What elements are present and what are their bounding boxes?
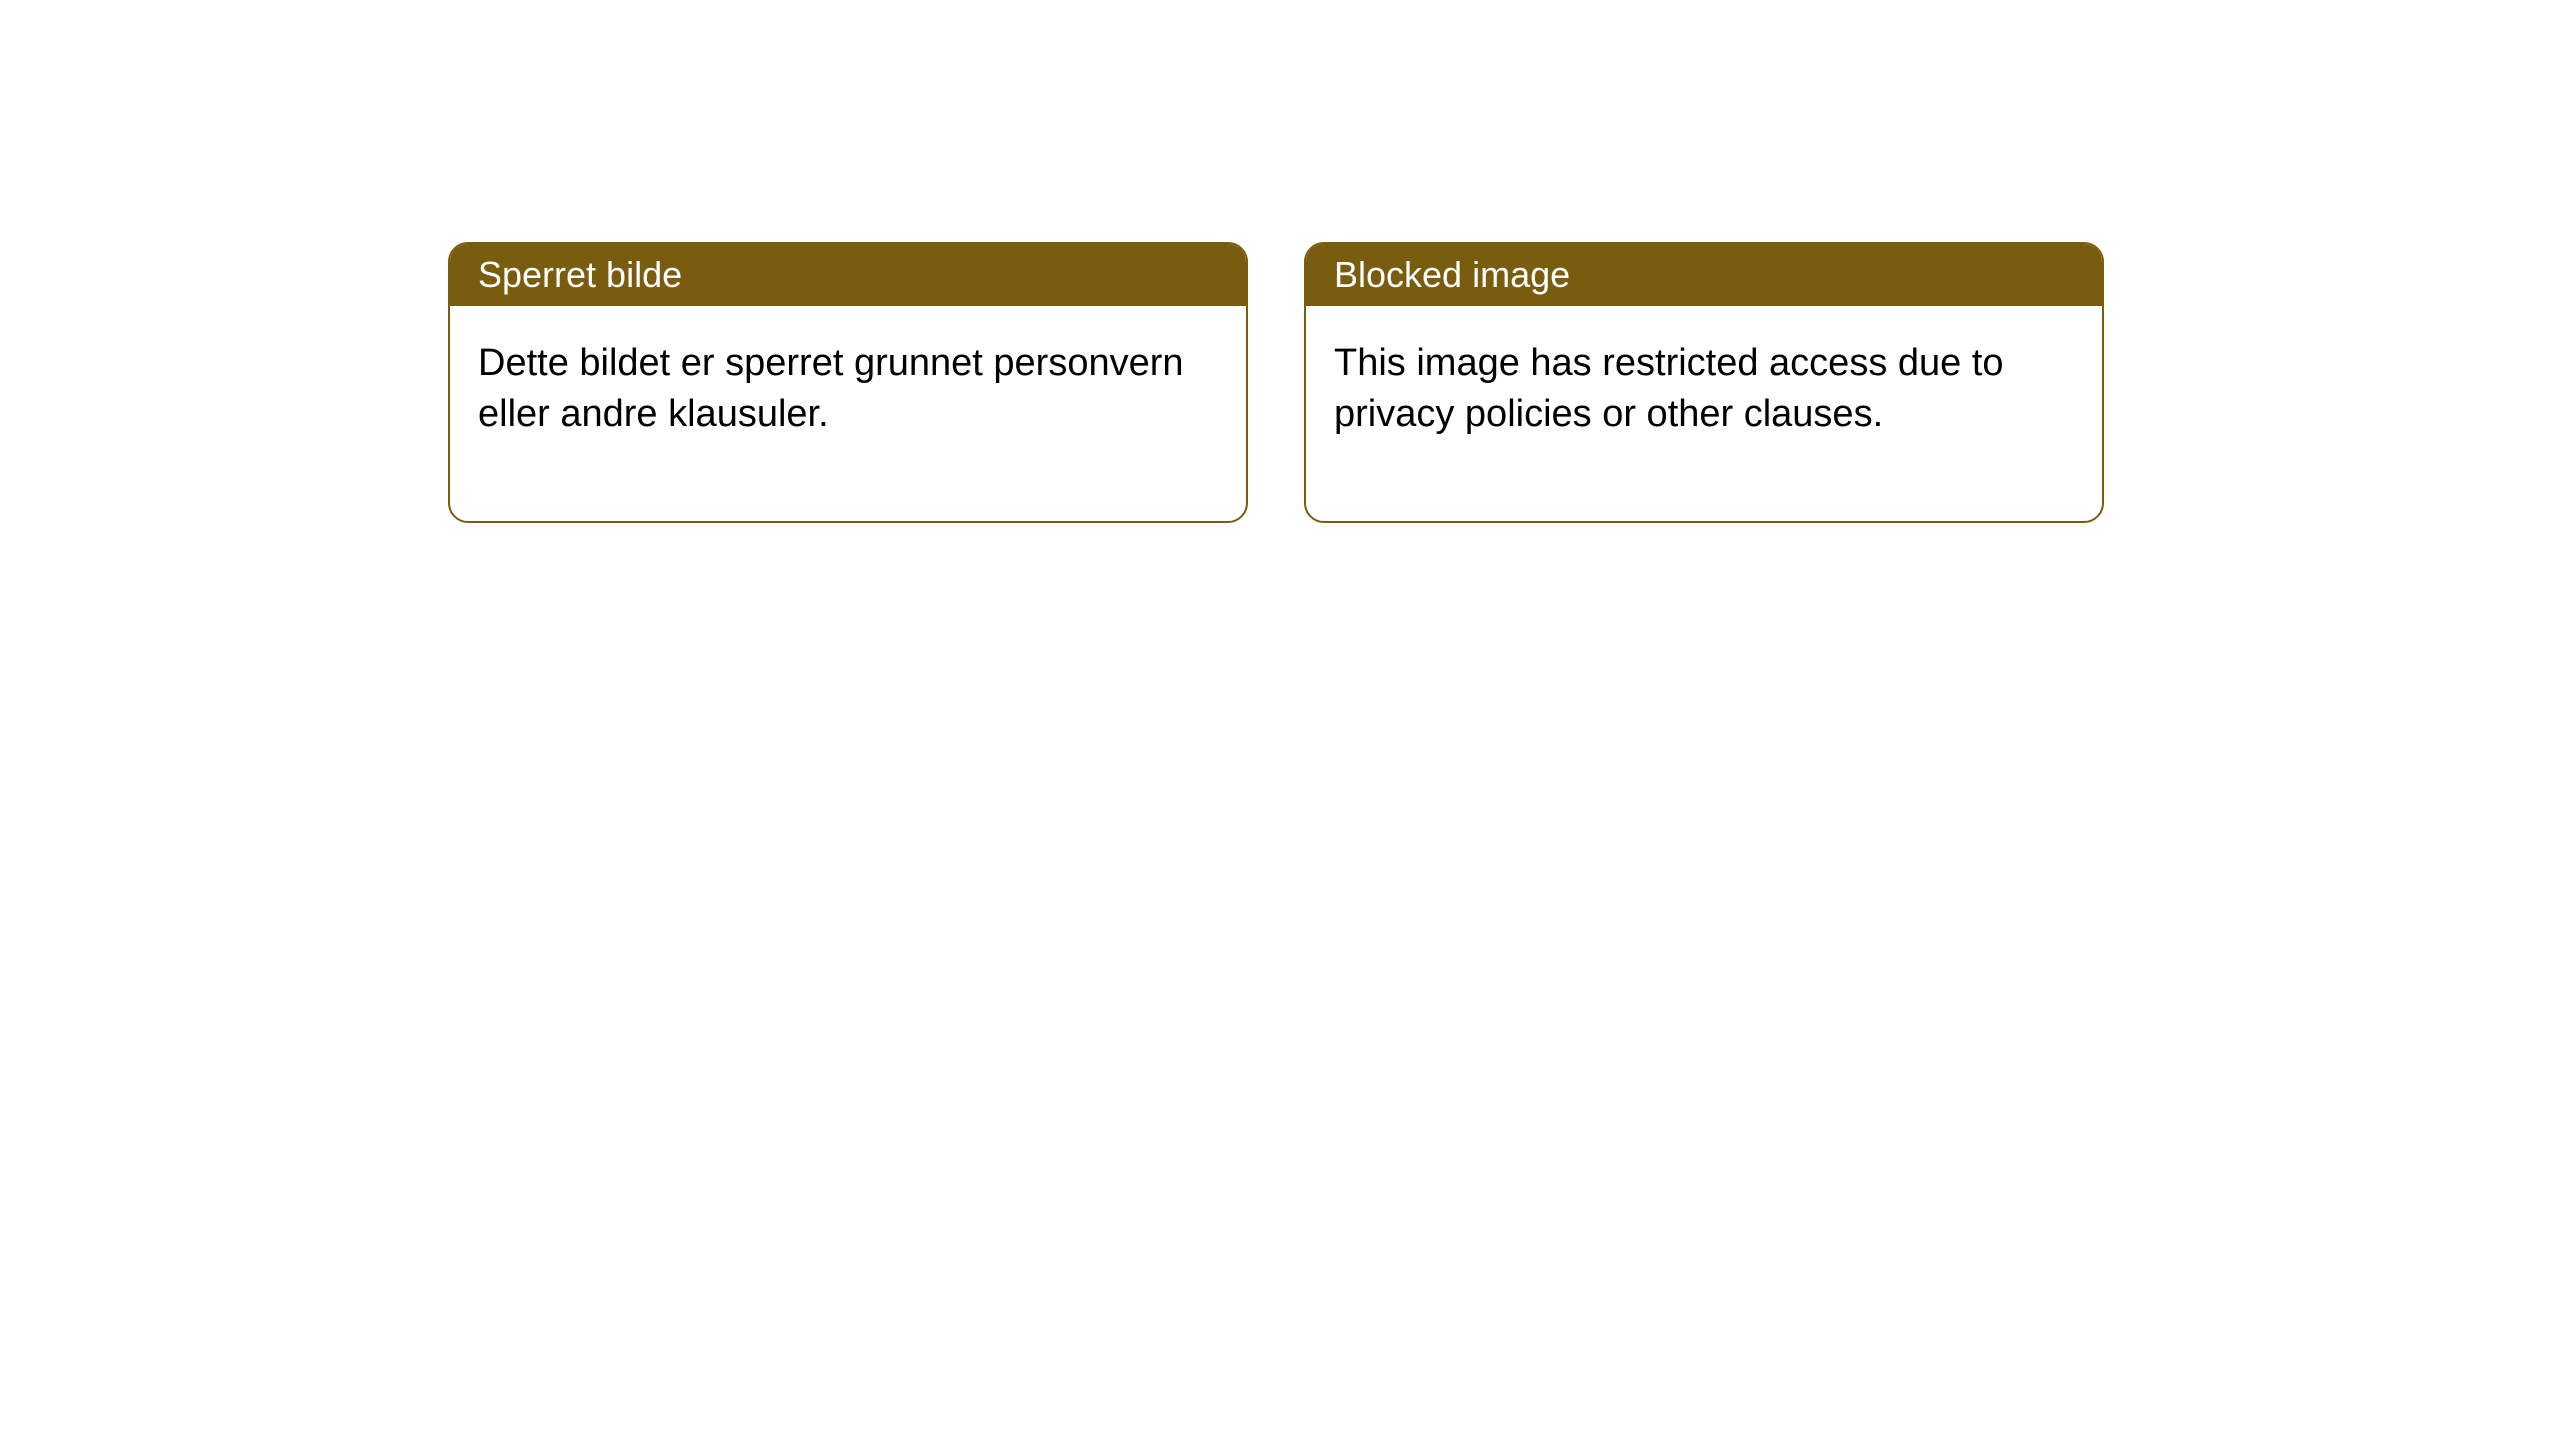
notice-message: This image has restricted access due to … bbox=[1334, 342, 2004, 435]
notice-card-body: This image has restricted access due to … bbox=[1306, 306, 2102, 521]
notice-card-body: Dette bildet er sperret grunnet personve… bbox=[450, 306, 1246, 521]
notice-container: Sperret bilde Dette bildet er sperret gr… bbox=[448, 242, 2104, 523]
notice-title: Blocked image bbox=[1334, 254, 1570, 295]
notice-card-header: Blocked image bbox=[1306, 244, 2102, 306]
notice-card-norwegian: Sperret bilde Dette bildet er sperret gr… bbox=[448, 242, 1248, 523]
notice-card-english: Blocked image This image has restricted … bbox=[1304, 242, 2104, 523]
notice-message: Dette bildet er sperret grunnet personve… bbox=[478, 342, 1184, 435]
notice-title: Sperret bilde bbox=[478, 254, 682, 295]
notice-card-header: Sperret bilde bbox=[450, 244, 1246, 306]
